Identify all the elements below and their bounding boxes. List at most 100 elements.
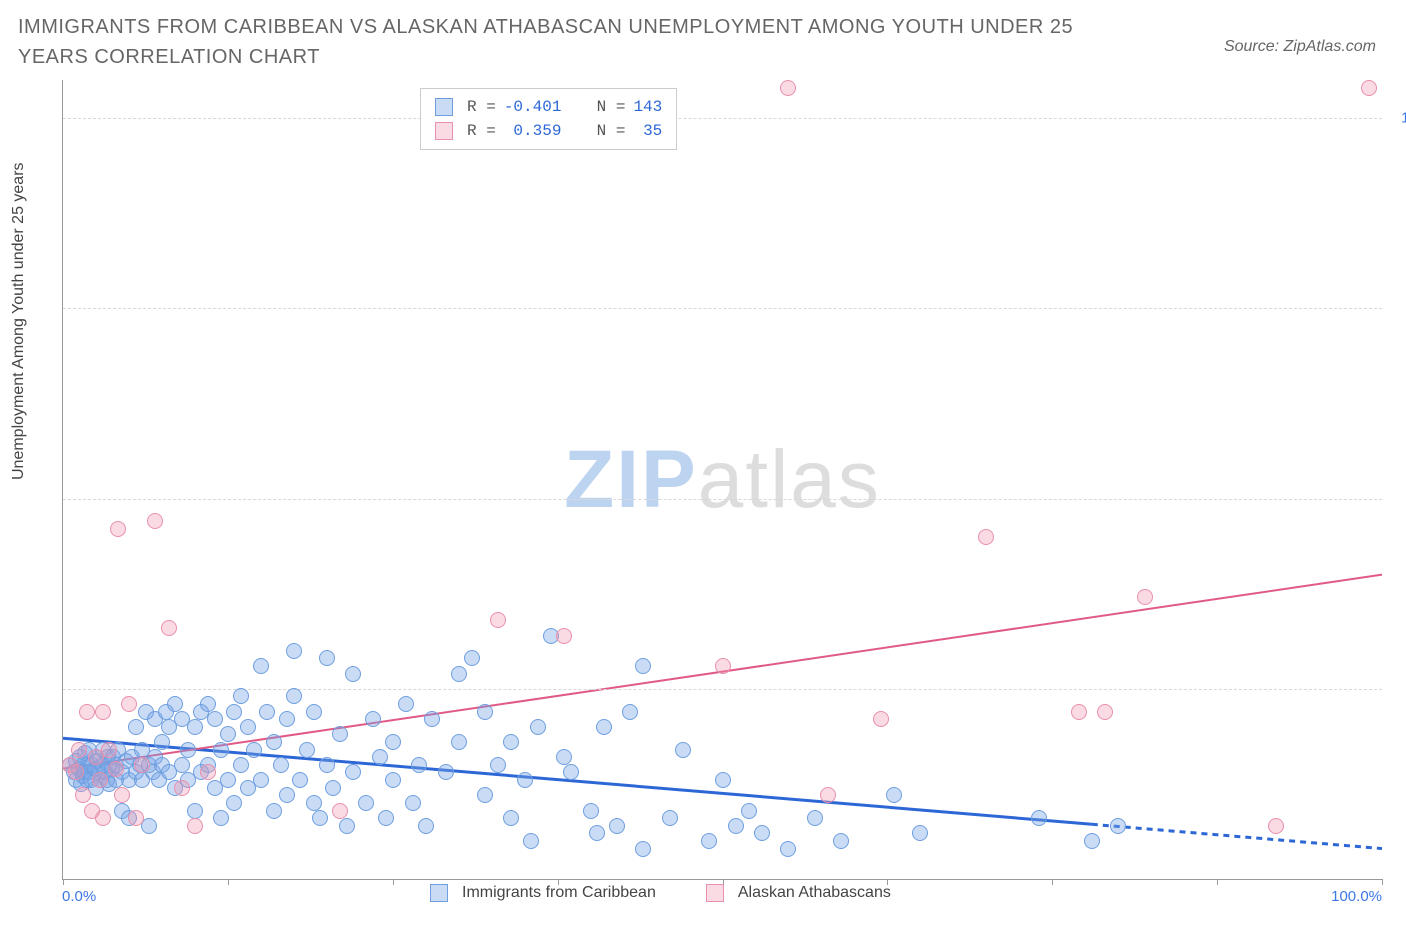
data-point (609, 818, 625, 834)
data-point (339, 818, 355, 834)
stat-value-r-0: -0.401 (504, 95, 562, 119)
legend-swatch-1 (706, 884, 724, 902)
y-tick-label: 50.0% (1392, 490, 1406, 507)
stat-value-n-0: 143 (633, 95, 662, 119)
data-point (286, 643, 302, 659)
data-point (273, 757, 289, 773)
data-point (424, 711, 440, 727)
data-point (728, 818, 744, 834)
stat-value-n-1: 35 (633, 119, 662, 143)
x-tick-mark (1217, 879, 1218, 885)
stat-label-n: N = (597, 119, 626, 143)
data-point (325, 780, 341, 796)
legend-item-0: Immigrants from Caribbean (430, 884, 656, 902)
data-point (503, 734, 519, 750)
data-point (365, 711, 381, 727)
swatch-series-0 (435, 98, 453, 116)
x-tick-mark (228, 879, 229, 885)
data-point (622, 704, 638, 720)
data-point (1071, 704, 1087, 720)
data-point (490, 757, 506, 773)
swatch-series-1 (435, 122, 453, 140)
data-point (246, 742, 262, 758)
data-point (635, 841, 651, 857)
data-point (345, 764, 361, 780)
data-point (174, 780, 190, 796)
x-tick-mark (63, 879, 64, 885)
data-point (253, 772, 269, 788)
chart-title: IMMIGRANTS FROM CARIBBEAN VS ALASKAN ATH… (18, 12, 1118, 72)
stat-label-n: N = (597, 95, 626, 119)
data-point (226, 795, 242, 811)
data-point (147, 513, 163, 529)
data-point (741, 803, 757, 819)
data-point (530, 719, 546, 735)
data-point (286, 688, 302, 704)
data-point (299, 742, 315, 758)
data-point (662, 810, 678, 826)
data-point (675, 742, 691, 758)
data-point (332, 726, 348, 742)
data-point (220, 726, 236, 742)
data-point (312, 810, 328, 826)
data-point (292, 772, 308, 788)
data-point (833, 833, 849, 849)
legend-bottom: Immigrants from Caribbean Alaskan Athaba… (430, 884, 891, 902)
data-point (556, 749, 572, 765)
data-point (187, 803, 203, 819)
data-point (635, 658, 651, 674)
data-point (820, 787, 836, 803)
y-tick-label: 75.0% (1392, 300, 1406, 317)
data-point (319, 650, 335, 666)
data-point (279, 787, 295, 803)
x-tick-mark (1382, 879, 1383, 885)
x-axis-max-label: 100.0% (1331, 888, 1382, 905)
data-point (589, 825, 605, 841)
data-point (306, 704, 322, 720)
data-point (701, 833, 717, 849)
data-point (233, 688, 249, 704)
data-point (92, 772, 108, 788)
data-point (233, 757, 249, 773)
data-point (372, 749, 388, 765)
data-point (134, 757, 150, 773)
data-point (358, 795, 374, 811)
data-point (477, 787, 493, 803)
data-point (490, 612, 506, 628)
data-point (266, 803, 282, 819)
data-point (583, 803, 599, 819)
data-point (886, 787, 902, 803)
legend-swatch-0 (430, 884, 448, 902)
legend-label-0: Immigrants from Caribbean (462, 884, 656, 902)
data-point (240, 719, 256, 735)
data-point (1084, 833, 1100, 849)
data-point (1031, 810, 1047, 826)
data-point (451, 734, 467, 750)
data-point (128, 810, 144, 826)
data-point (319, 757, 335, 773)
data-point (398, 696, 414, 712)
data-point (754, 825, 770, 841)
data-point (780, 841, 796, 857)
x-tick-mark (1052, 879, 1053, 885)
data-point (101, 742, 117, 758)
data-point (1137, 589, 1153, 605)
data-point (213, 810, 229, 826)
data-point (1097, 704, 1113, 720)
data-point (556, 628, 572, 644)
data-point (411, 757, 427, 773)
data-point (187, 719, 203, 735)
data-point (174, 757, 190, 773)
data-point (477, 704, 493, 720)
data-point (259, 704, 275, 720)
y-axis-label: Unemployment Among Youth under 25 years (10, 162, 28, 480)
data-point (110, 521, 126, 537)
data-point (385, 772, 401, 788)
data-point (200, 696, 216, 712)
y-tick-label: 100.0% (1392, 110, 1406, 127)
data-point (279, 711, 295, 727)
data-point (385, 734, 401, 750)
data-point (95, 704, 111, 720)
data-point (226, 704, 242, 720)
data-point (187, 818, 203, 834)
